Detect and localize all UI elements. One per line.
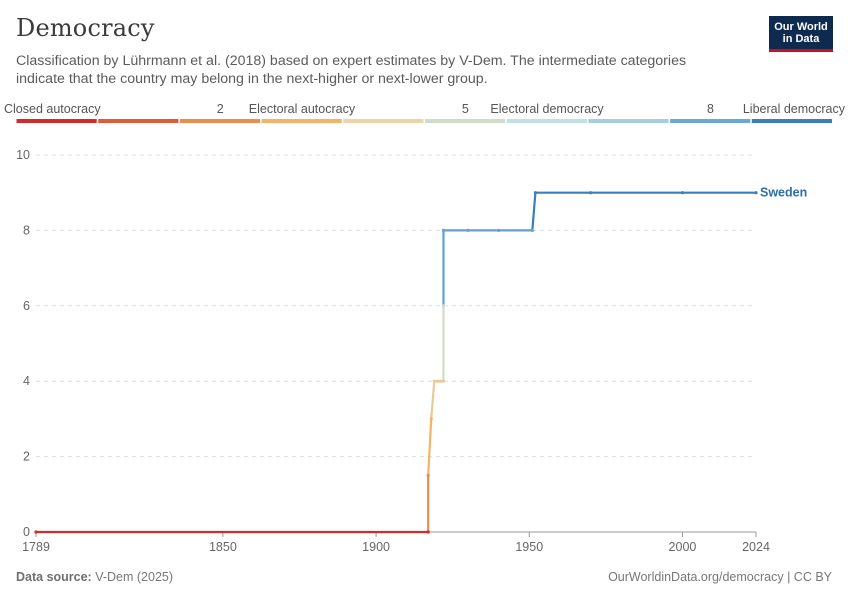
data-point — [438, 379, 443, 383]
chart-subtitle: Classification by Lührmann et al. (2018)… — [16, 53, 687, 87]
x-tick-label: 1850 — [209, 540, 237, 554]
data-point — [441, 304, 446, 308]
data-point — [441, 379, 446, 383]
data-point — [426, 530, 430, 534]
y-tick-label: 2 — [23, 450, 30, 464]
y-tick-label: 4 — [23, 374, 30, 388]
series-label-sweden: Sweden — [760, 186, 807, 200]
legend-swatch — [261, 119, 342, 123]
x-tick-label: 1900 — [362, 540, 390, 554]
legend-label: Liberal democracy — [743, 102, 846, 116]
legend-label: 5 — [462, 102, 469, 116]
y-tick-label: 0 — [23, 525, 30, 539]
data-source: Data source: V-Dem (2025) — [16, 570, 173, 584]
series-segment — [531, 191, 537, 232]
legend-swatch — [425, 119, 506, 123]
logo-line-1: Our World — [774, 21, 828, 33]
footer-link[interactable]: OurWorldinData.org/democracy | CC BY — [608, 570, 832, 584]
legend-label: 8 — [707, 102, 714, 116]
series-labels: Sweden — [760, 186, 807, 200]
x-axis: 1789 1850 1900 1950 2000 2024 — [22, 531, 770, 554]
x-tick-label: 1950 — [515, 540, 543, 554]
series-segment — [430, 380, 436, 420]
data-source-value[interactable]: V-Dem (2025) — [95, 570, 174, 584]
y-tick-label: 10 — [16, 148, 30, 162]
legend-label: Closed autocracy — [4, 102, 101, 116]
y-axis: 0 2 4 6 8 10 — [16, 148, 30, 539]
data-point — [426, 473, 430, 478]
legend-label: Electoral democracy — [490, 102, 604, 116]
data-point — [441, 228, 446, 232]
grid — [36, 154, 756, 458]
legend-label: Electoral autocracy — [249, 102, 356, 116]
data-point — [34, 530, 38, 534]
legend-swatch — [16, 119, 97, 123]
legend: Closed autocracy 2 Electoral autocracy 5 Ele… — [4, 102, 846, 123]
legend-swatch — [98, 119, 179, 123]
chart-title: Democracy — [16, 14, 155, 42]
logo-line-2: in Data — [782, 33, 820, 45]
data-point — [429, 417, 433, 421]
data-point — [466, 228, 470, 232]
legend-label: 2 — [217, 102, 224, 116]
data-point — [432, 379, 436, 383]
legend-swatch — [179, 119, 261, 123]
legend-swatch — [670, 119, 751, 123]
data-point — [497, 228, 501, 232]
owid-logo[interactable]: Our World in Data — [769, 16, 833, 52]
x-tick-label: 1789 — [22, 540, 50, 554]
data-point — [680, 191, 685, 195]
legend-swatch — [751, 119, 832, 123]
data-point — [435, 379, 439, 383]
data-point — [533, 191, 538, 195]
legend-swatch — [588, 119, 669, 123]
legend-swatch — [343, 119, 424, 123]
x-tick-label: 2000 — [669, 540, 697, 554]
y-tick-label: 6 — [23, 299, 30, 313]
series-segment — [427, 417, 433, 477]
data-source-label: Data source: — [16, 570, 92, 584]
data-point — [754, 191, 758, 195]
data-point — [588, 191, 593, 195]
data-point — [530, 228, 534, 232]
series-lines — [34, 191, 758, 534]
y-tick-label: 8 — [23, 223, 30, 237]
legend-swatch — [506, 119, 587, 123]
x-tick-label: 2024 — [742, 540, 770, 554]
